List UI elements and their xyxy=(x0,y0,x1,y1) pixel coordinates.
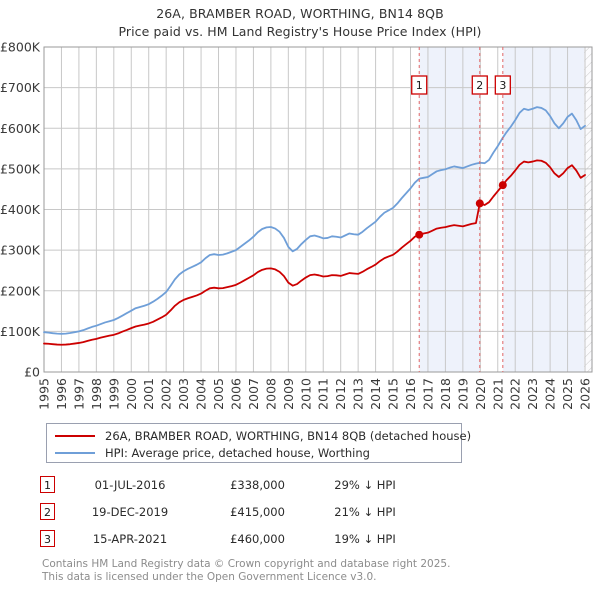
y-axis-tick-label: £700K xyxy=(0,80,41,95)
sale-delta-2: 21% ↓ HPI xyxy=(334,504,396,519)
x-axis-tick-label: 2002 xyxy=(159,378,174,410)
table-row[interactable]: 1 01-JUL-2016 £338,000 29% ↓ HPI xyxy=(40,471,470,498)
x-axis-tick-label: 2007 xyxy=(246,378,261,410)
x-axis-tick-label: 2026 xyxy=(578,378,593,410)
y-axis-tick-label: £400K xyxy=(0,202,41,217)
sale-marker-dot-1[interactable] xyxy=(415,230,424,239)
x-axis-tick-label: 1996 xyxy=(54,378,69,410)
sale-badge-1: 1 xyxy=(40,476,55,493)
y-axis-tick-label: £300K xyxy=(0,243,41,258)
legend-item-price-paid: 26A, BRAMBER ROAD, WORTHING, BN14 8QB (d… xyxy=(47,427,471,444)
footer-attribution: Contains HM Land Registry data © Crown c… xyxy=(42,558,562,583)
x-axis-tick-label: 2021 xyxy=(490,378,505,410)
y-axis-tick-label: £0 xyxy=(24,365,40,380)
x-axis-tick-label: 2023 xyxy=(525,378,540,410)
x-axis-tick-label: 2020 xyxy=(473,378,488,410)
x-axis-tick-label: 2001 xyxy=(141,378,156,410)
x-axis-tick-label: 2019 xyxy=(455,378,470,410)
table-row[interactable]: 2 19-DEC-2019 £415,000 21% ↓ HPI xyxy=(40,498,470,525)
sale-delta-1: 29% ↓ HPI xyxy=(334,477,396,492)
chart-legend: 26A, BRAMBER ROAD, WORTHING, BN14 8QB (d… xyxy=(46,423,471,463)
x-axis-tick-label: 2004 xyxy=(194,378,209,410)
x-axis-tick-label: 2000 xyxy=(124,378,139,410)
x-axis-tick-label: 1997 xyxy=(71,378,86,410)
sale-date-1: 01-JUL-2016 xyxy=(94,477,166,492)
sale-delta-3: 19% ↓ HPI xyxy=(334,531,396,546)
x-axis-tick-label: 2010 xyxy=(298,378,313,410)
x-axis-tick-label: 2025 xyxy=(560,378,575,410)
sale-badge-3: 3 xyxy=(40,530,55,547)
sale-marker-dot-3[interactable] xyxy=(498,181,507,190)
x-axis-tick-label: 2012 xyxy=(333,378,348,410)
x-axis-tick-label: 2008 xyxy=(263,378,278,410)
legend-swatch-hpi xyxy=(55,451,95,454)
x-axis-tick-label: 2018 xyxy=(438,378,453,410)
x-axis-tick-label: 1998 xyxy=(89,378,104,410)
series-line-price-paid xyxy=(43,159,586,346)
x-axis-tick-label: 2015 xyxy=(386,378,401,410)
legend-label-price-paid: 26A, BRAMBER ROAD, WORTHING, BN14 8QB (d… xyxy=(105,428,472,443)
legend-swatch-price-paid xyxy=(55,434,95,437)
x-axis-tick-label: 2022 xyxy=(508,378,523,410)
sale-date-2: 19-DEC-2019 xyxy=(91,504,169,519)
x-axis-tick-label: 2006 xyxy=(228,378,243,410)
x-axis-tick-label: 2005 xyxy=(211,378,226,410)
x-axis-tick-label: 2009 xyxy=(281,378,296,410)
page-title: 26A, BRAMBER ROAD, WORTHING, BN14 8QB xyxy=(156,6,444,21)
legend-label-hpi: HPI: Average price, detached house, Wort… xyxy=(105,445,370,460)
x-axis-tick-label: 2013 xyxy=(351,378,366,410)
footer-line-licence: This data is licensed under the Open Gov… xyxy=(42,570,377,583)
y-axis-tick-label: £600K xyxy=(0,121,41,136)
sale-marker-dot-2[interactable] xyxy=(475,199,484,208)
x-axis-tick-label: 2017 xyxy=(420,378,435,410)
y-axis-tick-label: £800K xyxy=(0,40,41,55)
x-axis-tick-label: 2011 xyxy=(316,378,331,410)
sale-badge-2: 2 xyxy=(40,503,55,520)
y-axis-tick-label: £200K xyxy=(0,283,41,298)
sale-date-3: 15-APR-2021 xyxy=(92,531,168,546)
x-axis-tick-label: 2016 xyxy=(403,378,418,410)
sales-table: 1 01-JUL-2016 £338,000 29% ↓ HPI 2 19-DE… xyxy=(40,471,470,552)
y-axis-tick-label: £100K xyxy=(0,324,41,339)
sale-marker-badge-label-3: 3 xyxy=(499,79,506,92)
page-subtitle: Price paid vs. HM Land Registry's House … xyxy=(118,24,482,39)
x-axis-tick-label: 1999 xyxy=(106,378,121,410)
y-axis-tick-label: £500K xyxy=(0,161,41,176)
sale-price-3: £460,000 xyxy=(230,531,285,546)
price-history-chart: £0 £100K £200K £300K £400K £500K £600K £700K £80… xyxy=(0,40,593,410)
sale-price-2: £415,000 xyxy=(230,504,285,519)
sale-marker-badge-label-2: 2 xyxy=(476,79,483,92)
sale-marker-badge-label-1: 1 xyxy=(416,79,423,92)
footer-line-copyright: Contains HM Land Registry data © Crown c… xyxy=(42,558,451,570)
sale-price-1: £338,000 xyxy=(230,477,285,492)
x-axis-tick-label: 2014 xyxy=(368,378,383,410)
sale-marker-badge-1[interactable] xyxy=(411,75,428,95)
sale-marker-badge-2[interactable] xyxy=(471,75,488,95)
chart-title-block: 26A, BRAMBER ROAD, WORTHING, BN14 8QB Pr… xyxy=(0,0,600,41)
legend-item-hpi: HPI: Average price, detached house, Wort… xyxy=(47,444,461,461)
x-axis-tick-label: 2003 xyxy=(176,378,191,410)
series-line-hpi xyxy=(43,106,586,335)
x-axis-tick-label: 2024 xyxy=(543,378,558,410)
table-row[interactable]: 3 15-APR-2021 £460,000 19% ↓ HPI xyxy=(40,525,470,552)
x-axis-tick-label: 1995 xyxy=(37,378,52,410)
sale-marker-badge-3[interactable] xyxy=(494,75,511,95)
plot-frame xyxy=(43,46,593,373)
